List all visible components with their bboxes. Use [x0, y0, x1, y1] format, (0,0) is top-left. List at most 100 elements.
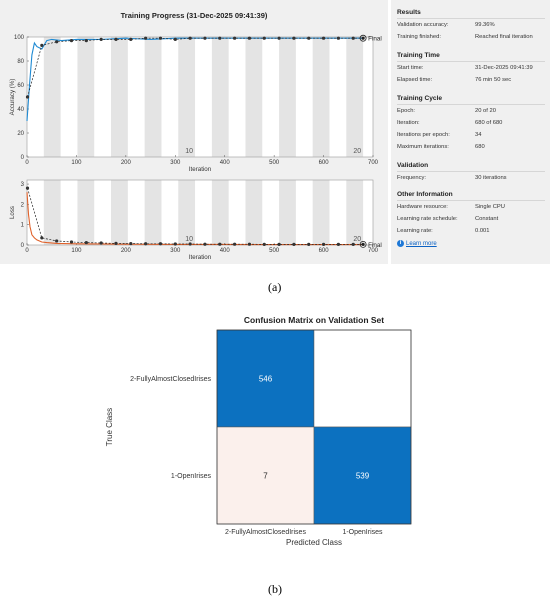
accuracy-validation-line: [27, 37, 364, 98]
accuracy-x-tick-label: 300: [170, 160, 181, 166]
loss-epoch-band: [77, 180, 95, 245]
accuracy-x-tick-label: 700: [368, 160, 379, 166]
validation-accuracy-label: Validation accuracy:: [397, 22, 449, 28]
accuracy-validation-point: [99, 37, 103, 42]
confusion-matrix-border: [216, 329, 412, 525]
progress-title: Training Progress (31-Dec-2025 09:41:39): [121, 11, 268, 20]
loss-epoch-label: 10: [185, 236, 193, 243]
loss-validation-point: [218, 242, 222, 246]
learn-more-link[interactable]: i Learn more: [397, 240, 437, 247]
loss-y-tick-label: 3: [21, 182, 25, 188]
training-info-panel: Results Validation accuracy: 99.36% Trai…: [391, 0, 550, 264]
loss-x-tick-label: 600: [319, 248, 330, 254]
confusion-matrix-chart: Confusion Matrix on Validation Set 546 7 53…: [105, 315, 412, 547]
accuracy-validation-point: [292, 36, 296, 40]
loss-validation-point: [262, 242, 266, 246]
loss-epoch-band: [178, 180, 196, 245]
iterations-per-epoch-label: Iterations per epoch:: [397, 132, 450, 138]
loss-validation-point: [40, 236, 44, 240]
maximum-iterations-label: Maximum iterations:: [397, 144, 449, 150]
loss-axes-box: [26, 179, 374, 246]
divider: [397, 61, 545, 62]
accuracy-y-tick-label: 0: [21, 155, 25, 161]
other-information-title: Other Information: [397, 191, 453, 198]
elapsed-time-label: Elapsed time:: [397, 77, 433, 83]
confusion-cell-count: 546: [259, 375, 273, 384]
accuracy-y-label: Accuracy (%): [9, 79, 16, 116]
loss-validation-point: [203, 242, 207, 246]
loss-x-tick-label: 300: [170, 248, 181, 254]
epoch-value: 20 of 20: [475, 108, 496, 114]
accuracy-validation-point: [188, 36, 192, 40]
figure-label-a: (a): [268, 280, 282, 294]
confusion-cell: [216, 426, 315, 525]
maximum-iterations-value: 680: [475, 144, 485, 150]
accuracy-x-tick-label: 600: [319, 160, 330, 166]
loss-validation-point: [25, 186, 30, 190]
loss-x-label: Iteration: [189, 254, 212, 261]
frequency-value: 30 iterations: [475, 175, 507, 181]
loss-epoch-band: [211, 180, 229, 245]
accuracy-x-tick-label: 200: [121, 160, 132, 166]
loss-validation-point: [307, 242, 311, 246]
accuracy-epoch-band: [211, 37, 229, 157]
accuracy-epoch-band: [144, 37, 162, 157]
accuracy-validation-point: [129, 37, 133, 42]
info-icon: i: [397, 240, 404, 247]
accuracy-y-tick-label: 80: [17, 59, 24, 65]
accuracy-x-tick-label: 500: [269, 160, 280, 166]
accuracy-validation-point: [173, 37, 177, 42]
divider: [397, 104, 545, 105]
predicted-class-axis-label: Predicted Class: [286, 538, 342, 547]
divider: [397, 171, 545, 172]
epoch-label: Epoch:: [397, 108, 416, 114]
divider: [397, 200, 545, 201]
results-title: Results: [397, 9, 421, 16]
training-finished-value: Reached final iteration: [475, 34, 533, 40]
learn-more-label: Learn more: [406, 241, 437, 248]
accuracy-validation-point: [55, 40, 59, 44]
accuracy-validation-point: [25, 95, 30, 99]
loss-validation-point: [69, 240, 74, 244]
elapsed-time-value: 76 min 50 sec: [475, 77, 512, 83]
accuracy-epoch-band: [346, 37, 364, 157]
loss-validation-point: [114, 241, 118, 245]
accuracy-validation-point: [84, 39, 88, 43]
iteration-label: Iteration:: [397, 120, 420, 126]
training-progress-panel: Training Progress (31-Dec-2025 09:41:39)…: [0, 0, 550, 264]
start-time-label: Start time:: [397, 65, 424, 71]
loss-validation-line: [27, 188, 364, 245]
loss-final-marker: [359, 240, 367, 248]
accuracy-validation-point: [247, 36, 252, 40]
accuracy-y-tick-label: 100: [14, 35, 25, 41]
validation-accuracy-value: 99.36%: [475, 22, 495, 28]
loss-epoch-band: [245, 180, 263, 245]
loss-x-tick-label: 0: [25, 248, 29, 254]
accuracy-validation-point: [307, 36, 311, 40]
accuracy-x-label: Iteration: [189, 166, 212, 173]
true-class-label: 2-FullyAlmostClosedIrises: [130, 376, 211, 383]
accuracy-y-tick-label: 40: [17, 107, 24, 113]
training-finished-label: Training finished:: [397, 34, 441, 40]
accuracy-validation-point: [277, 36, 281, 40]
training-time-title: Training Time: [397, 52, 440, 59]
loss-x-tick-label: 500: [269, 248, 280, 254]
accuracy-x-tick-label: 0: [25, 160, 29, 166]
true-class-axis-label: True Class: [105, 408, 114, 446]
loss-validation-point: [173, 242, 177, 246]
accuracy-validation-point: [69, 39, 74, 43]
iteration-value: 680 of 680: [475, 120, 503, 126]
accuracy-validation-point: [233, 36, 237, 40]
loss-validation-point: [129, 241, 133, 246]
confusion-matrix-title: Confusion Matrix on Validation Set: [244, 315, 384, 325]
loss-validation-point: [292, 242, 296, 246]
loss-validation-point: [277, 242, 281, 246]
accuracy-epoch-band: [111, 37, 128, 157]
confusion-cell: [313, 329, 412, 428]
accuracy-x-tick-label: 100: [71, 160, 82, 166]
loss-x-tick-label: 700: [368, 248, 379, 254]
loss-y-tick-label: 1: [21, 223, 25, 229]
loss-validation-point: [247, 242, 252, 246]
loss-epoch-band: [346, 180, 364, 245]
loss-validation-point: [351, 242, 355, 246]
